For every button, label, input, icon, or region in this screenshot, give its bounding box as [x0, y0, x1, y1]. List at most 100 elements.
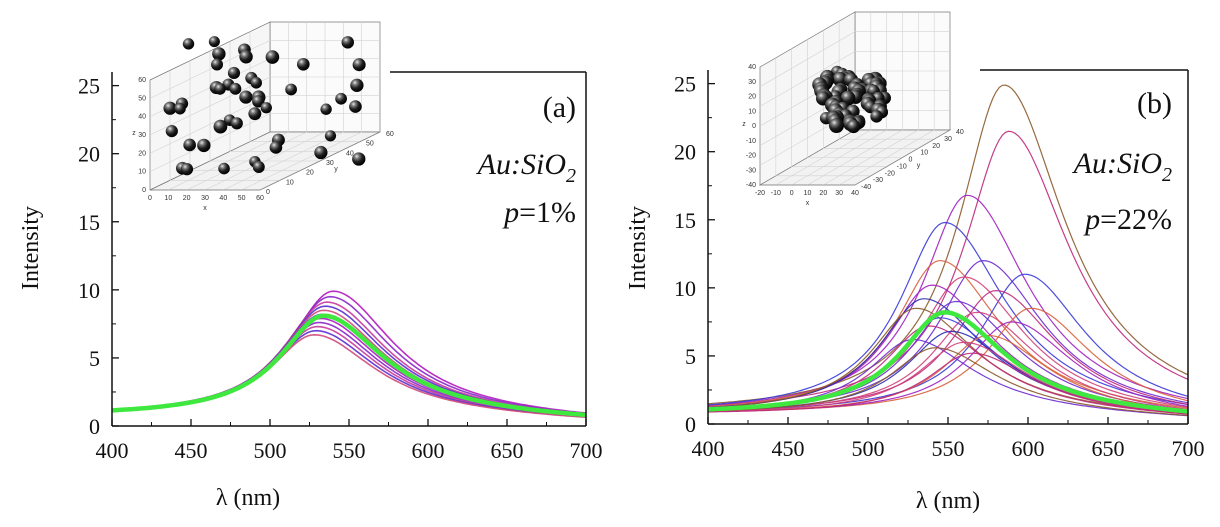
inset-axis-line: [854, 129, 951, 186]
y-tick-label: 0: [685, 412, 696, 437]
inset-sphere: [165, 125, 178, 138]
spectrum-line: [707, 341, 1189, 415]
inset-sphere: [250, 77, 263, 89]
inset-sphere: [197, 138, 211, 153]
y-tick-label: 0: [89, 414, 100, 439]
inset-sphere: [163, 101, 177, 115]
spectrum-line: [707, 273, 1189, 412]
panel-label-b: (b): [1137, 87, 1172, 120]
inset-tick-label: 50: [138, 95, 146, 102]
inset-sphere: [846, 119, 861, 134]
inset-sphere: [239, 90, 253, 104]
y-tick-label: 10: [78, 278, 100, 303]
inset-tick-label: -10: [771, 190, 781, 197]
spectrum-line: [111, 295, 587, 415]
inset-tick-label: 30: [835, 190, 843, 197]
inset-axis-line: [259, 131, 381, 191]
y-tick-label: 5: [685, 344, 696, 369]
inset-sphere: [252, 95, 265, 108]
inset-tick-label: 30: [326, 160, 334, 167]
inset-sphere: [341, 36, 354, 49]
x-tick-label: 400: [692, 436, 725, 461]
inset-tick-label: 20: [183, 195, 191, 202]
inset-tick-label: 0: [752, 123, 756, 130]
average-spectrum-line: [707, 310, 1189, 414]
inset-sphere: [212, 47, 226, 61]
inset-sphere: [229, 82, 242, 95]
spectrum-line: [111, 313, 587, 417]
inset-tick-label: 40: [138, 114, 146, 121]
material-annotation-a: Au:SiO2: [476, 148, 576, 187]
material-annotation-b: Au:SiO2: [1072, 147, 1172, 186]
inset-sphere: [870, 110, 883, 123]
inset-sphere: [227, 66, 241, 80]
inset-tick-label: 60: [256, 195, 264, 202]
x-tick-label: 450: [175, 438, 208, 463]
y-tick-label: 15: [78, 210, 100, 235]
inset-tick-label: 60: [386, 131, 394, 138]
x-tick-label: 600: [1012, 436, 1045, 461]
inset-sphere: [314, 145, 328, 160]
inset-tick-label: 60: [138, 77, 146, 84]
inset-sphere: [214, 83, 226, 95]
x-tick-label: 500: [254, 438, 287, 463]
inset-sphere: [296, 57, 310, 71]
spectrum-line: [707, 347, 1189, 416]
inset-sphere: [352, 58, 366, 72]
fraction-value-a: =1%: [519, 196, 576, 229]
inset-tick-label: -40: [861, 184, 871, 191]
inset-tick-label: 30: [748, 79, 756, 86]
inset-axis-letter: z: [742, 121, 746, 128]
y-tick-label: 15: [674, 208, 696, 233]
inset-sphere: [174, 102, 186, 115]
inset-sphere: [252, 161, 265, 174]
inset-tick-label: 10: [286, 179, 294, 186]
inset-sphere: [324, 130, 337, 142]
inset-sphere: [183, 138, 196, 152]
inset-axis-letter: y: [334, 166, 338, 173]
y-axis-title-a: Intensity: [18, 206, 44, 290]
inset-sphere: [828, 118, 844, 134]
inset-sphere: [180, 162, 194, 176]
spectrum-line: [111, 317, 587, 417]
inset-sphere: [350, 78, 364, 92]
inset-tick-label: 10: [804, 190, 812, 197]
inset-axis-letter: x: [806, 200, 810, 207]
inset-tick-label: 40: [956, 129, 964, 136]
panel-label-a: (a): [543, 91, 576, 124]
y-tick-label: 25: [674, 72, 696, 97]
inset-tick-label: -30: [746, 167, 756, 174]
inset-sphere: [248, 107, 262, 121]
fraction-annotation-b: p=22%: [1083, 203, 1172, 236]
spectrum-line: [111, 301, 587, 416]
x-axis-title-a: λ (nm): [216, 485, 280, 511]
inset-tick-label: 40: [219, 195, 227, 202]
y-tick-label: 20: [78, 142, 100, 167]
inset-sphere: [352, 152, 366, 166]
spectrum-line: [111, 290, 587, 414]
x-tick-label: 500: [852, 436, 885, 461]
inset-sphere: [230, 117, 243, 130]
inset-tick-label: 0: [909, 157, 913, 164]
inset-sphere: [182, 38, 195, 50]
inset-tick-label: 40: [346, 150, 354, 157]
material-subscript-b: 2: [1162, 164, 1172, 186]
inset-tick-label: 50: [238, 195, 246, 202]
inset-tick-label: 30: [944, 136, 952, 143]
x-tick-label: 650: [1092, 436, 1125, 461]
spectrum-line: [707, 307, 1189, 414]
y-tick-label: 20: [674, 140, 696, 165]
average-curve-b: [707, 310, 1189, 414]
inset-tick-label: -20: [746, 153, 756, 160]
average-curve-a: [111, 313, 587, 418]
inset-tick-label: 10: [138, 169, 146, 176]
average-spectrum-line: [111, 313, 587, 418]
inset-tick-label: 30: [138, 132, 146, 139]
inset-tick-label: 0: [790, 190, 794, 197]
y-tick-label: 10: [674, 276, 696, 301]
inset-tick-label: -10: [897, 163, 907, 170]
